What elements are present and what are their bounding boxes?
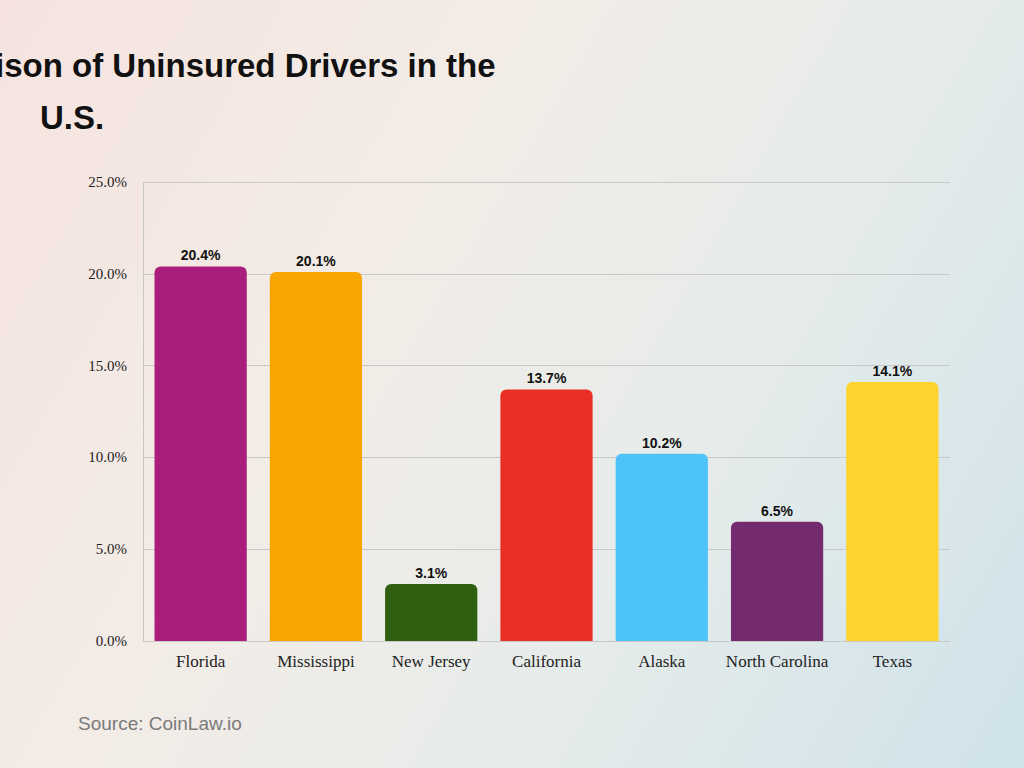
svg-text:6.5%: 6.5% — [761, 503, 793, 519]
svg-text:20.0%: 20.0% — [88, 266, 127, 282]
svg-text:Source: CoinLaw.io: Source: CoinLaw.io — [78, 713, 242, 734]
svg-text:Alaska: Alaska — [638, 652, 686, 671]
svg-text:15.0%: 15.0% — [88, 358, 127, 374]
svg-text:3.1%: 3.1% — [415, 565, 447, 581]
svg-text:13.7%: 13.7% — [527, 370, 567, 386]
svg-text:North Carolina: North Carolina — [726, 652, 829, 671]
svg-text:California: California — [512, 652, 581, 671]
svg-text:Mississippi: Mississippi — [277, 652, 355, 671]
svg-text:State-by-State Comparison of U: State-by-State Comparison of Uninsured D… — [0, 47, 505, 84]
svg-text:14.1%: 14.1% — [873, 363, 913, 379]
svg-text:5.0%: 5.0% — [96, 541, 127, 557]
svg-text:U.S.: U.S. — [40, 99, 104, 136]
svg-text:Texas: Texas — [873, 652, 912, 671]
svg-text:25.0%: 25.0% — [88, 174, 127, 190]
svg-text:10.2%: 10.2% — [642, 435, 682, 451]
svg-text:20.4%: 20.4% — [181, 247, 221, 263]
svg-text:20.1%: 20.1% — [296, 253, 336, 269]
svg-text:Florida: Florida — [176, 652, 226, 671]
svg-text:New Jersey: New Jersey — [392, 652, 471, 671]
svg-text:0.0%: 0.0% — [96, 633, 127, 649]
svg-text:10.0%: 10.0% — [88, 449, 127, 465]
